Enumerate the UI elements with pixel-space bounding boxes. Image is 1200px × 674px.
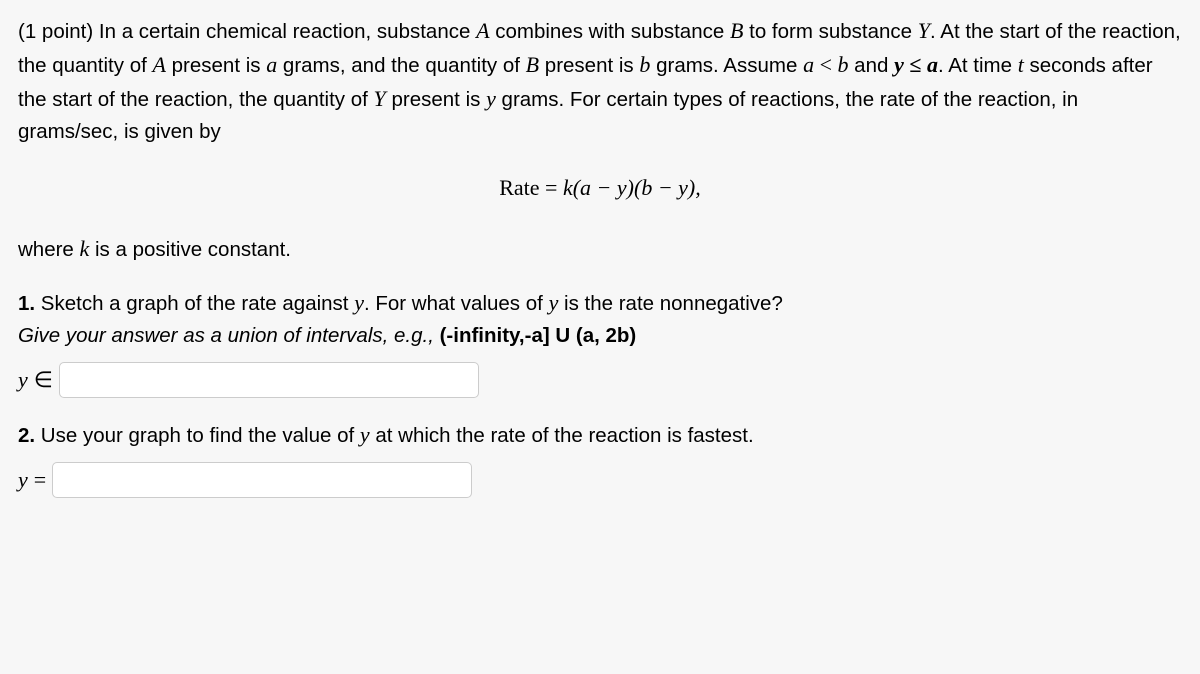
cond1-lhs: a bbox=[803, 52, 814, 77]
eq-lhs: Rate bbox=[499, 175, 539, 200]
text: where bbox=[18, 238, 80, 261]
var-A: A bbox=[476, 18, 489, 43]
text: present is bbox=[386, 88, 486, 111]
text: In a certain chemical reaction, substanc… bbox=[99, 20, 476, 43]
q1-text: 1. Sketch a graph of the rate against y.… bbox=[18, 286, 1182, 320]
var-Y: Y bbox=[374, 86, 386, 111]
var-B: B bbox=[526, 52, 539, 77]
text: . For what values of bbox=[364, 292, 549, 315]
q1-number: 1. bbox=[18, 292, 35, 315]
q2-text: 2. Use your graph to find the value of y… bbox=[18, 418, 1182, 452]
var-Y: Y bbox=[918, 18, 930, 43]
var-B: B bbox=[730, 18, 743, 43]
text: grams, and the quantity of bbox=[277, 54, 525, 77]
problem-intro: (1 point) In a certain chemical reaction… bbox=[18, 14, 1182, 148]
var-A: A bbox=[152, 52, 165, 77]
hint-example: (-infinity,-a] U (a, 2b) bbox=[440, 324, 637, 347]
text: present is bbox=[166, 54, 266, 77]
q1-hint: Give your answer as a union of intervals… bbox=[18, 320, 1182, 352]
rate-equation: Rate = k(a − y)(b − y), bbox=[18, 170, 1182, 206]
var-y: y bbox=[486, 86, 496, 111]
cond2-rhs: a bbox=[927, 52, 938, 77]
q1-answer-row: y ∈ bbox=[18, 362, 1182, 398]
hint-text: Give your answer as a union of intervals… bbox=[18, 324, 440, 347]
cond1-rhs: b bbox=[837, 52, 848, 77]
cond2-op: ≤ bbox=[904, 52, 927, 77]
text: combines with substance bbox=[490, 20, 730, 43]
points-label: (1 point) bbox=[18, 20, 99, 43]
label-in: ∈ bbox=[34, 363, 53, 397]
cond2-lhs: y bbox=[894, 52, 904, 77]
label-y: y bbox=[18, 363, 28, 397]
text: is the rate nonnegative? bbox=[558, 292, 783, 315]
var-y: y bbox=[360, 422, 370, 447]
text: . At time bbox=[938, 54, 1018, 77]
var-y: y bbox=[354, 290, 364, 315]
text: to form substance bbox=[743, 20, 917, 43]
text: Sketch a graph of the rate against bbox=[35, 292, 354, 315]
cond1-op: < bbox=[814, 52, 837, 77]
q2-answer-input[interactable] bbox=[52, 462, 472, 498]
q1-answer-input[interactable] bbox=[59, 362, 479, 398]
text: Use your graph to find the value of bbox=[35, 424, 360, 447]
var-a: a bbox=[266, 52, 277, 77]
text: is a positive constant. bbox=[89, 238, 291, 261]
text: at which the rate of the reaction is fas… bbox=[370, 424, 754, 447]
question-2: 2. Use your graph to find the value of y… bbox=[18, 418, 1182, 498]
label-y: y bbox=[18, 463, 28, 497]
text: grams. Assume bbox=[650, 54, 803, 77]
label-eq: = bbox=[34, 463, 46, 497]
var-b: b bbox=[639, 52, 650, 77]
eq-rhs: k(a − y)(b − y), bbox=[563, 175, 701, 200]
and: and bbox=[848, 54, 894, 77]
q2-answer-row: y = bbox=[18, 462, 1182, 498]
question-1: 1. Sketch a graph of the rate against y.… bbox=[18, 286, 1182, 398]
where-clause: where k is a positive constant. bbox=[18, 232, 1182, 266]
q2-number: 2. bbox=[18, 424, 35, 447]
var-y: y bbox=[549, 290, 559, 315]
text: present is bbox=[539, 54, 639, 77]
eq-sign: = bbox=[540, 175, 563, 200]
var-k: k bbox=[80, 236, 90, 261]
